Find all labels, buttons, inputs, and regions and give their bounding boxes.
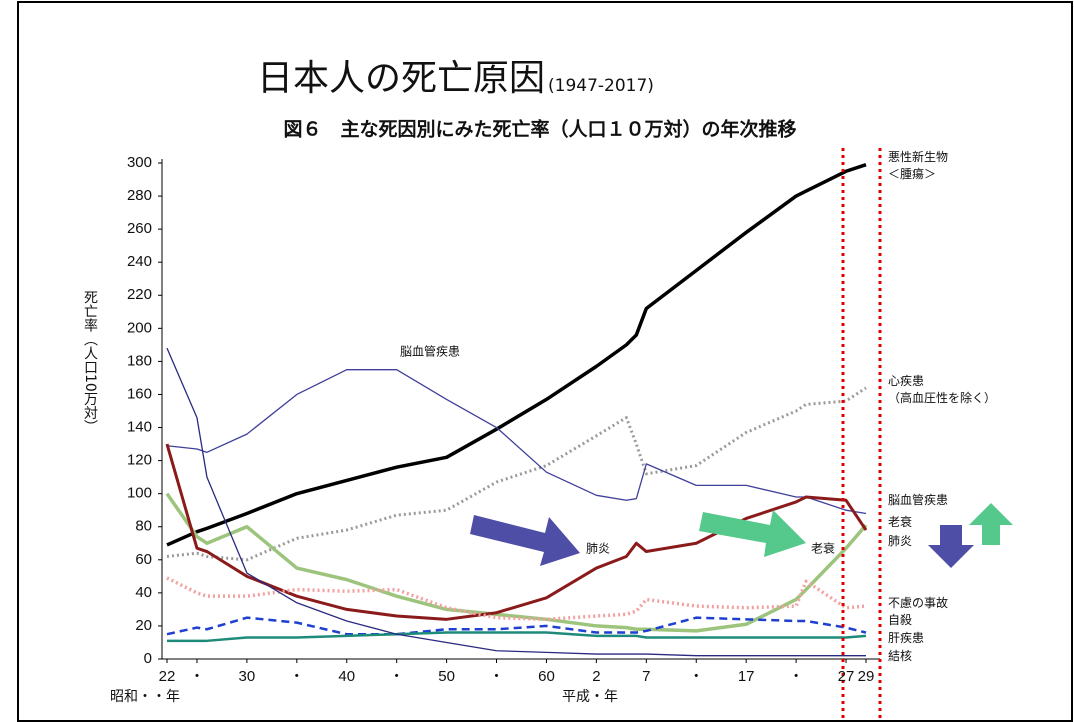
series-label: 自殺 — [888, 613, 913, 627]
x-tick-label: 30 — [239, 668, 256, 685]
series-line — [166, 347, 866, 657]
arrow-down — [928, 525, 974, 568]
series-label: 心疾患 （高血圧性を除く） — [888, 374, 997, 405]
y-tick-label: 40 — [135, 584, 152, 601]
x-tick-label: 2 — [592, 668, 600, 685]
x-tick-label: 40 — [338, 668, 355, 685]
x-tick-label: ・ — [389, 668, 404, 685]
y-tick-label: 80 — [135, 518, 152, 535]
y-tick-label: 100 — [127, 485, 152, 502]
series-line — [165, 492, 868, 633]
y-tick-label: 20 — [135, 617, 152, 634]
x-tick-label: ・ — [189, 668, 204, 685]
y-tick-label: 160 — [127, 385, 152, 402]
y-tick-label: 60 — [135, 551, 152, 568]
series-label: 結核 — [888, 649, 913, 663]
x-tick-label: 7 — [642, 668, 650, 685]
x-tick-label: 60 — [538, 668, 555, 685]
arrow — [699, 510, 806, 557]
x-tick-label: 17 — [738, 668, 755, 685]
era-label: 昭和・・年 — [110, 689, 180, 705]
series-line — [167, 631, 867, 643]
chart-title-years: (1947-2017) — [548, 76, 654, 96]
arrow — [470, 515, 580, 566]
y-tick-label: 180 — [127, 352, 152, 369]
chart-title: 日本人の死亡原因 — [257, 58, 545, 99]
x-tick-label: 50 — [438, 668, 455, 685]
y-tick-label: 200 — [127, 319, 152, 336]
annotation: 老衰 — [811, 541, 835, 556]
series-label: 肝疾患 — [888, 631, 925, 645]
y-tick-label: 300 — [127, 154, 152, 171]
x-tick-label: 27 — [838, 668, 855, 685]
y-tick-label: 120 — [127, 452, 152, 469]
series-line — [166, 369, 867, 515]
series-line — [166, 162, 867, 547]
x-tick-label: ・ — [789, 668, 804, 685]
y-tick-label: 220 — [127, 286, 152, 303]
y-tick-label: 0 — [144, 650, 152, 667]
y-tick-label: 260 — [127, 220, 152, 237]
annotation: 脳血管疾患 — [400, 344, 460, 359]
y-axis-label: 死亡率（人口10万対） — [82, 290, 98, 434]
series-label: 老衰 — [888, 515, 913, 529]
era-label: 平成・年 — [562, 689, 618, 705]
series-line — [166, 576, 867, 622]
series-line — [166, 386, 867, 562]
x-tick-label: 22 — [159, 668, 176, 685]
series-label: 肺炎 — [888, 534, 913, 548]
slide-frame — [17, 1, 1073, 722]
x-tick-label: 29 — [858, 668, 875, 685]
series-group — [165, 162, 868, 657]
x-tick-label: ・ — [689, 668, 704, 685]
series-label: 悪性新生物 ＜腫瘍＞ — [888, 150, 949, 181]
series-line — [166, 616, 867, 636]
series-label: 脳血管疾患 — [888, 493, 949, 507]
series-line — [165, 443, 868, 621]
series-label: 不慮の事故 — [888, 596, 949, 610]
y-tick-label: 240 — [127, 253, 152, 270]
y-tick-label: 140 — [127, 419, 152, 436]
x-tick-label: ・ — [289, 668, 304, 685]
x-tick-label: ・ — [489, 668, 504, 685]
y-tick-label: 280 — [127, 187, 152, 204]
arrow-up — [969, 503, 1013, 545]
annotation: 肺炎 — [586, 542, 610, 556]
chart-subtitle: 図６ 主な死因別にみた死亡率（人口１０万対）の年次推移 — [283, 118, 796, 141]
